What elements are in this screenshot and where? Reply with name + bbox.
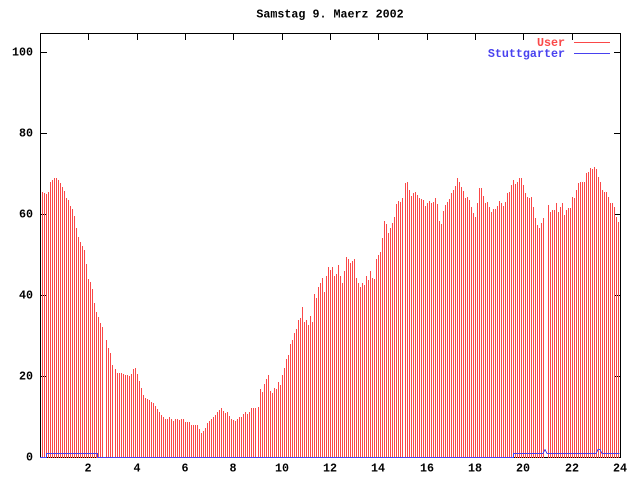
svg-text:Samstag 9. Maerz 2002: Samstag 9. Maerz 2002 <box>256 8 403 22</box>
svg-text:2: 2 <box>84 462 91 476</box>
svg-text:0: 0 <box>26 451 33 465</box>
svg-text:80: 80 <box>19 127 33 141</box>
svg-text:4: 4 <box>133 462 140 476</box>
svg-text:40: 40 <box>19 289 33 303</box>
svg-text:20: 20 <box>19 370 33 384</box>
svg-text:24: 24 <box>613 462 627 476</box>
svg-text:16: 16 <box>420 462 434 476</box>
svg-text:20: 20 <box>516 462 530 476</box>
svg-text:10: 10 <box>275 462 289 476</box>
svg-text:14: 14 <box>371 462 385 476</box>
svg-text:18: 18 <box>468 462 482 476</box>
svg-text:6: 6 <box>181 462 188 476</box>
svg-text:100: 100 <box>12 46 33 60</box>
svg-text:User: User <box>537 36 565 50</box>
svg-text:22: 22 <box>565 462 579 476</box>
svg-text:8: 8 <box>229 462 236 476</box>
svg-text:Stuttgarter: Stuttgarter <box>488 47 565 61</box>
svg-text:60: 60 <box>19 208 33 222</box>
svg-text:12: 12 <box>323 462 337 476</box>
